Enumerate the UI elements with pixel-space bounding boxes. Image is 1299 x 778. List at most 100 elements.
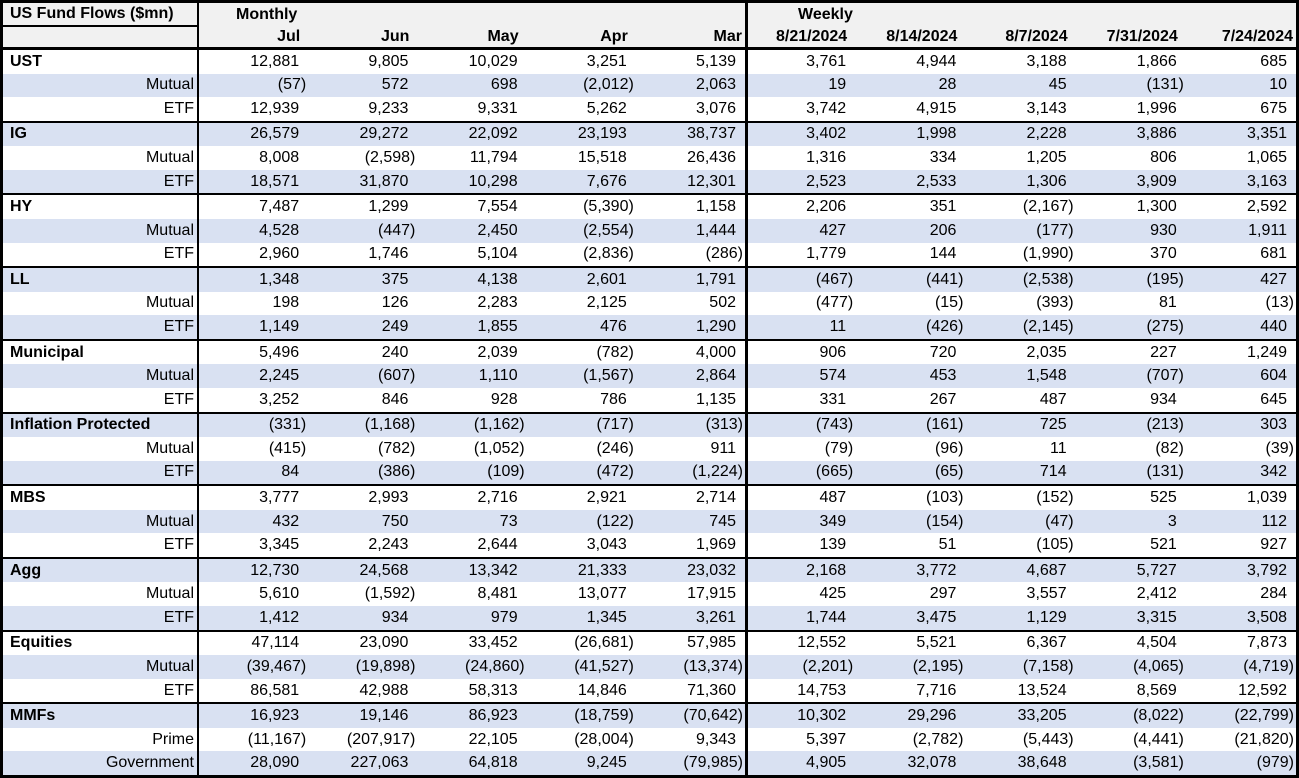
section-label: Agg	[3, 558, 199, 583]
table-row: Agg 12,730 24,568 13,342 21,333 23,032 2,168 3,…	[3, 558, 1296, 583]
value-cell: 38,737	[687, 125, 736, 143]
value-cell: 5,262	[586, 99, 627, 117]
row-label: Mutual	[3, 364, 199, 388]
value-cell: 51	[938, 536, 957, 554]
value-cell: 139	[745, 533, 855, 557]
row-label: ETF	[3, 606, 199, 630]
value-cell: (105)	[1036, 536, 1074, 554]
value-cell: 1,412	[259, 608, 300, 626]
column-header-jul: Jul	[277, 28, 301, 45]
value-cell: (47)	[1045, 512, 1074, 530]
header-columns-row: Jul Jun May Apr Mar 8/21/2024 8/14/2024 …	[3, 27, 1296, 47]
section-label: IG	[3, 122, 199, 147]
value-cell: 12,301	[687, 172, 736, 190]
value-cell: (24,860)	[465, 657, 525, 675]
value-cell: (7,158)	[1022, 657, 1074, 675]
value-cell: (743)	[745, 413, 855, 438]
value-cell: 572	[381, 76, 409, 94]
table-section: Inflation Protected (331) (1,168) (1,162) (7…	[3, 411, 1296, 485]
table-row: Mutual 2,245 (607) 1,110 (1,567) 2,864 574 453 1…	[3, 364, 1296, 388]
value-cell: 3,508	[1246, 608, 1287, 626]
value-cell: 42,988	[359, 681, 409, 699]
value-cell: (26,681)	[574, 634, 634, 652]
value-cell: (18,759)	[574, 707, 634, 725]
value-cell: (2,782)	[912, 730, 964, 748]
value-cell: (2,195)	[912, 657, 964, 675]
row-label: Mutual	[3, 582, 199, 607]
value-cell: (2,201)	[745, 655, 855, 679]
value-cell: 911	[710, 439, 736, 457]
value-cell: (426)	[926, 318, 964, 336]
value-cell: (195)	[1146, 270, 1184, 288]
value-cell: 645	[1260, 390, 1287, 408]
value-cell: 1,969	[695, 536, 736, 554]
value-cell: (979)	[1256, 754, 1294, 772]
value-cell: (21,820)	[1234, 730, 1294, 748]
value-cell: 13,342	[468, 561, 518, 579]
value-cell: (19,898)	[355, 657, 416, 675]
value-cell: 8,008	[259, 149, 300, 167]
value-cell: (207,917)	[346, 730, 416, 748]
value-cell: 10	[1269, 76, 1287, 94]
value-cell: 5,397	[745, 727, 855, 752]
value-cell: 370	[1150, 245, 1177, 263]
value-cell: 1,744	[745, 606, 855, 630]
value-cell: 284	[1260, 585, 1287, 603]
table-row: Equities 47,114 23,090 33,452 (26,681) 57,985…	[3, 631, 1296, 656]
table-row: ETF 1,149 249 1,855 476 1,290 11 (426) (2,145) (2…	[3, 315, 1296, 339]
table-row: Mutual 4,528 (447) 2,450 (2,554) 1,444 427 206 (…	[3, 218, 1296, 243]
value-cell: 5,727	[1136, 561, 1177, 579]
value-cell: 206	[929, 221, 957, 239]
row-label: ETF	[3, 387, 199, 412]
value-cell: 440	[1260, 318, 1287, 336]
value-cell: 2,243	[368, 536, 409, 554]
value-cell: (13,374)	[683, 657, 743, 675]
value-cell: 1,249	[1246, 343, 1287, 361]
value-cell: 1,348	[259, 270, 300, 288]
value-cell: 33,452	[468, 634, 518, 652]
value-cell: 2,412	[1136, 585, 1177, 603]
value-cell: 3,076	[695, 99, 736, 117]
row-label: Mutual	[3, 655, 199, 679]
value-cell: 1,110	[478, 367, 518, 385]
table-row: Mutual 432 750 73 (122) 745 349 (154) (47) 3 112	[3, 509, 1296, 534]
table-section: HY 7,487 1,299 7,554 (5,390) 1,158 2,206 351 (2,…	[3, 193, 1296, 267]
value-cell: 5,139	[695, 52, 736, 70]
value-cell: 12,881	[250, 52, 300, 70]
value-cell: 7,873	[1246, 634, 1287, 652]
value-cell: 227	[1150, 343, 1177, 361]
value-cell: 1,866	[1136, 52, 1177, 70]
value-cell: 2,039	[477, 343, 518, 361]
value-cell: 681	[1260, 245, 1287, 263]
value-cell: 9,805	[368, 52, 409, 70]
value-cell: (5,390)	[583, 198, 634, 216]
value-cell: 4,687	[1026, 561, 1067, 579]
value-cell: (213)	[1146, 416, 1184, 434]
row-label: Mutual	[3, 509, 199, 534]
spacer-cell	[3, 27, 199, 47]
value-cell: 4,000	[695, 343, 736, 361]
section-label: LL	[3, 268, 199, 292]
column-header-week-2: 8/14/2024	[886, 28, 958, 45]
value-cell: (11,167)	[247, 730, 307, 748]
value-cell: 2,601	[586, 270, 627, 288]
value-cell: 2,245	[259, 367, 300, 385]
value-cell: (1,052)	[473, 439, 525, 457]
value-cell: 7,487	[259, 198, 300, 216]
value-cell: 1,791	[695, 270, 736, 288]
value-cell: (28,004)	[574, 730, 634, 748]
value-cell: 21,333	[577, 561, 627, 579]
value-cell: 927	[1260, 536, 1287, 554]
value-cell: 11	[1049, 439, 1067, 457]
value-cell: (1,567)	[583, 367, 634, 385]
value-cell: (2,598)	[364, 149, 416, 167]
section-label: MBS	[3, 486, 199, 510]
value-cell: 3,886	[1136, 125, 1177, 143]
value-cell: 9,245	[586, 754, 627, 772]
value-cell: 2,533	[916, 172, 957, 190]
value-cell: 2,716	[477, 489, 518, 506]
value-cell: 1,998	[916, 125, 957, 143]
value-cell: (246)	[596, 439, 634, 457]
value-cell: 3,351	[1246, 125, 1287, 143]
value-cell: 1,548	[1026, 367, 1067, 385]
